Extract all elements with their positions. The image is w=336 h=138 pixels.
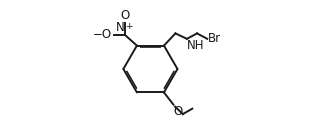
Text: O: O xyxy=(120,9,129,22)
Text: NH: NH xyxy=(187,39,205,52)
Text: N: N xyxy=(116,21,124,34)
Text: +: + xyxy=(125,22,133,31)
Text: −O: −O xyxy=(93,28,112,41)
Text: Br: Br xyxy=(208,32,221,45)
Text: O: O xyxy=(174,105,183,118)
